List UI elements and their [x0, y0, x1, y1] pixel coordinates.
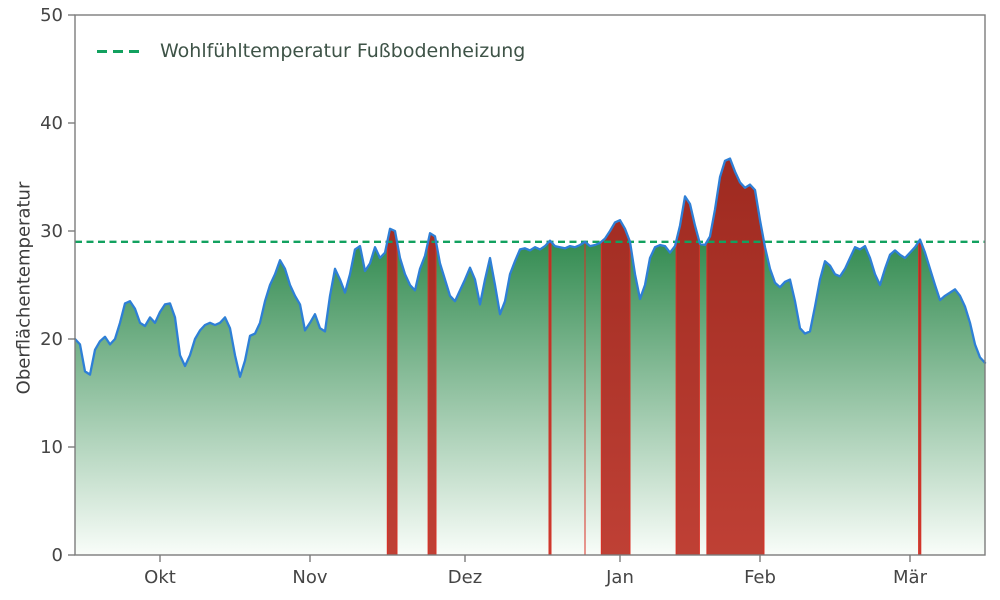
y-axis-title: Oberflächentemperatur — [13, 181, 35, 395]
threshold-dashed-line-swatch — [97, 49, 145, 53]
exceedance-band — [675, 195, 700, 556]
exceedance-band — [386, 228, 398, 556]
exceedance-band — [548, 239, 552, 556]
y-tick-label: 40 — [40, 113, 63, 134]
exceedance-band — [600, 219, 631, 556]
x-tick-label: Okt — [144, 567, 176, 588]
y-tick-label: 10 — [40, 437, 63, 458]
y-tick-label: 20 — [40, 329, 63, 350]
y-tick-label: 30 — [40, 221, 63, 242]
x-tick-label: Jan — [605, 567, 634, 588]
x-tick-label: Feb — [744, 567, 776, 588]
temperature-line — [73, 157, 987, 378]
x-tick-label: Nov — [292, 567, 327, 588]
threshold-legend-label: Wohlfühltemperatur Fußbodenheizung — [160, 40, 526, 62]
x-tick-label: Dez — [448, 567, 482, 588]
exceedance-band — [427, 232, 437, 556]
y-tick-label: 50 — [40, 5, 63, 26]
temperature-area-fill — [75, 158, 985, 555]
plot-frame — [74, 14, 986, 556]
y-tick-label: 0 — [52, 545, 63, 566]
legend: Wohlfühltemperatur Fußbodenheizung — [97, 40, 525, 62]
x-tick-label: Mär — [893, 567, 928, 588]
exceedance-band — [918, 238, 922, 556]
exceedance-band — [706, 157, 765, 556]
